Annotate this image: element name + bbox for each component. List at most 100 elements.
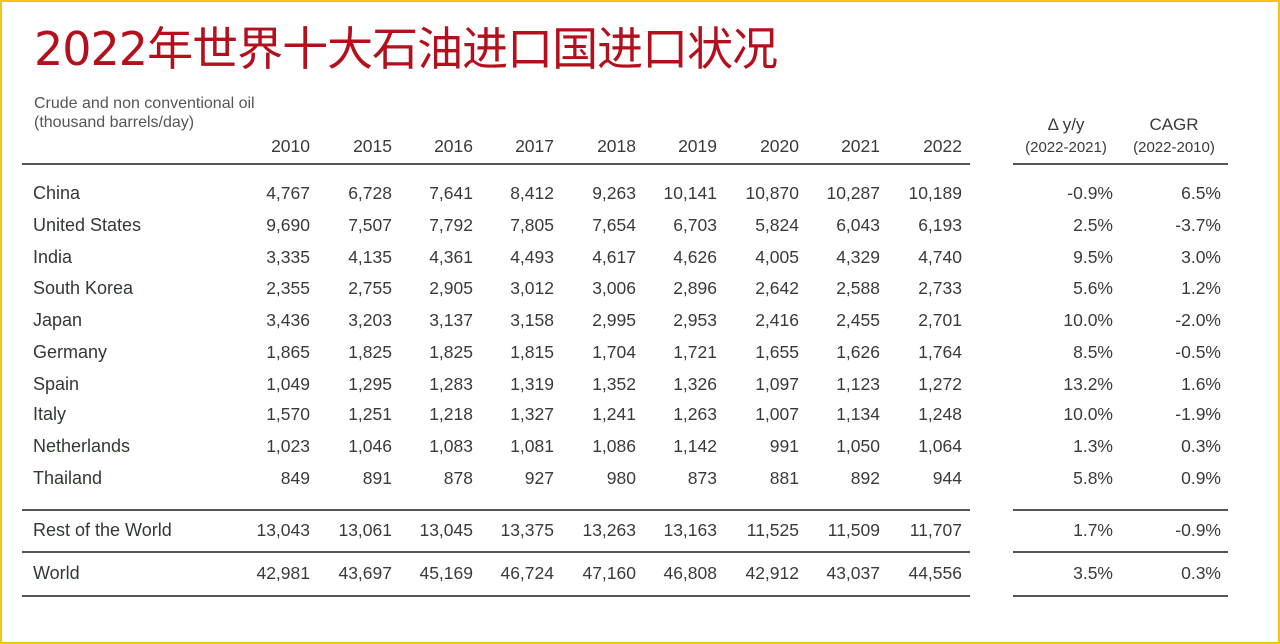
row-8-cagr: -1.9% [1175,404,1221,424]
subtitle-line-2: (thousand barrels/day) [34,114,195,131]
page-title: 2022年世界十大石油进口国进口状况 [34,22,778,76]
year-header-2015: 2015 [353,136,392,156]
row-2-value-2018: 7,654 [592,215,636,235]
row-8-value-2022: 1,248 [918,404,962,424]
row-10-value-2020: 881 [769,468,799,488]
row-9-value-2019: 1,142 [673,436,717,456]
year-header-2020: 2020 [760,136,799,156]
row-1-cagr: 6.5% [1181,183,1221,203]
subtitle-line-1: Crude and non conventional oil [34,95,255,112]
row-world-value-2018: 47,160 [582,563,636,583]
rest-rule-main [22,509,970,511]
row-9-value-2010: 1,023 [266,436,310,456]
row-1-value-2019: 10,141 [663,183,717,203]
row-world-value-2022: 44,556 [908,563,962,583]
row-10-country: Thailand [33,468,103,488]
row-7-value-2020: 1,097 [755,374,799,394]
row-1-value-2022: 10,189 [908,183,962,203]
row-1-value-2017: 8,412 [510,183,554,203]
year-header-2019: 2019 [678,136,717,156]
row-3-value-2018: 4,617 [592,247,636,267]
row-1-country: China [33,183,81,203]
row-9-value-2022: 1,064 [918,436,962,456]
row-10-value-2018: 980 [606,468,636,488]
row-10-value-2015: 891 [362,468,392,488]
row-7-value-2017: 1,319 [510,374,554,394]
row-4-value-2022: 2,733 [918,278,962,298]
row-9-value-2016: 1,083 [429,436,473,456]
row-4-value-2021: 2,588 [836,278,880,298]
row-6-cagr: -0.5% [1175,342,1221,362]
row-rest-of-world-cagr: -0.9% [1175,520,1221,540]
row-3-value-2021: 4,329 [836,247,880,267]
row-10-value-2016: 878 [443,468,473,488]
row-1-delta: -0.9% [1067,183,1113,203]
row-10-value-2021: 892 [850,468,880,488]
row-8-value-2017: 1,327 [510,404,554,424]
row-3-delta: 9.5% [1073,247,1113,267]
year-header-2018: 2018 [597,136,636,156]
row-1-value-2021: 10,287 [826,183,880,203]
row-5-value-2021: 2,455 [836,310,880,330]
row-7-value-2022: 1,272 [918,374,962,394]
rest-rule-ratio [1013,509,1228,511]
row-8-value-2019: 1,263 [673,404,717,424]
row-world-value-2015: 43,697 [338,563,392,583]
row-rest-of-world-value-2016: 13,045 [419,520,473,540]
row-10-delta: 5.8% [1073,468,1113,488]
row-10-value-2022: 944 [932,468,962,488]
row-rest-of-world-value-2021: 11,509 [827,520,880,540]
row-world-country: World [33,563,80,583]
year-header-2021: 2021 [841,136,880,156]
row-9-value-2015: 1,046 [348,436,392,456]
row-2-value-2010: 9,690 [266,215,310,235]
row-8-delta: 10.0% [1063,404,1113,424]
row-6-value-2021: 1,626 [836,342,880,362]
row-9-country: Netherlands [33,436,131,456]
cagr-header: CAGR [1149,115,1199,134]
row-2-value-2019: 6,703 [673,215,717,235]
row-4-value-2018: 3,006 [592,278,636,298]
row-5-value-2015: 3,203 [348,310,392,330]
cagr-subheader: (2022-2010) [1133,139,1215,156]
row-rest-of-world-value-2015: 13,061 [338,520,392,540]
table-subtitle: Crude and non conventional oil (thousand… [34,94,255,132]
row-5-value-2010: 3,436 [266,310,310,330]
row-3-value-2010: 3,335 [266,247,310,267]
row-9-delta: 1.3% [1073,436,1113,456]
row-7-value-2019: 1,326 [673,374,717,394]
row-7-cagr: 1.6% [1181,374,1221,394]
row-3-value-2016: 4,361 [429,247,473,267]
row-rest-of-world-country: Rest of the World [33,520,172,540]
row-2-value-2015: 7,507 [348,215,392,235]
row-6-value-2020: 1,655 [755,342,799,362]
row-3-value-2022: 4,740 [918,247,962,267]
header-rule-main [22,163,970,165]
row-1-value-2015: 6,728 [348,183,392,203]
row-4-value-2015: 2,755 [348,278,392,298]
year-header-2022: 2022 [923,136,962,156]
row-world-value-2021: 43,037 [826,563,880,583]
row-6-value-2015: 1,825 [348,342,392,362]
row-3-cagr: 3.0% [1181,247,1221,267]
row-7-value-2010: 1,049 [266,374,310,394]
row-world-delta: 3.5% [1073,563,1113,583]
row-6-value-2016: 1,825 [429,342,473,362]
row-5-delta: 10.0% [1063,310,1113,330]
row-6-delta: 8.5% [1073,342,1113,362]
row-7-value-2016: 1,283 [429,374,473,394]
row-1-value-2020: 10,870 [745,183,799,203]
row-8-value-2016: 1,218 [429,404,473,424]
row-7-delta: 13.2% [1063,374,1113,394]
row-5-value-2022: 2,701 [918,310,962,330]
row-rest-of-world-value-2017: 13,375 [500,520,554,540]
row-7-value-2015: 1,295 [348,374,392,394]
row-2-value-2016: 7,792 [429,215,473,235]
row-4-country: South Korea [33,278,134,298]
row-2-country: United States [33,215,142,235]
row-1-value-2010: 4,767 [266,183,310,203]
row-4-cagr: 1.2% [1181,278,1221,298]
row-2-value-2017: 7,805 [510,215,554,235]
row-8-country: Italy [33,404,67,424]
